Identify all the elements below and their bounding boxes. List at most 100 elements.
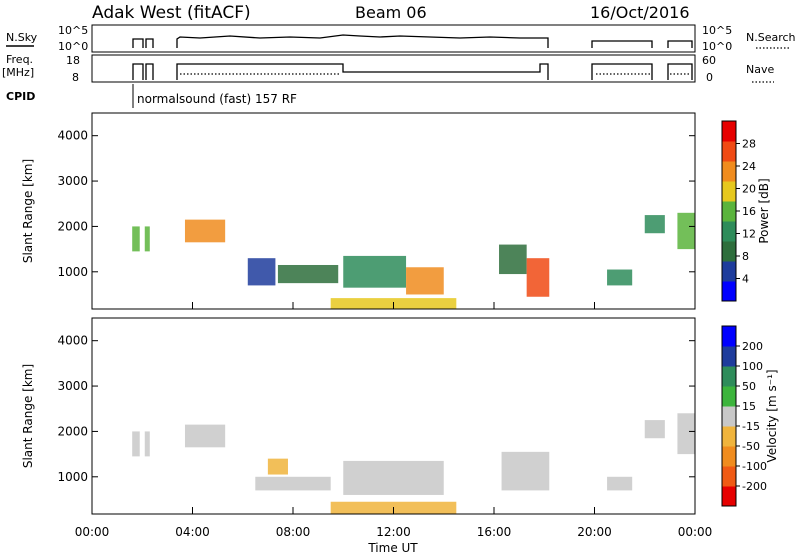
colorbar-swatch-2 [722,446,736,467]
colorbar-tick-label-4: 15 [742,400,756,413]
nsearch-label: N.Search [746,31,796,44]
heatmap-region-1 [144,226,150,252]
colorbar-swatch-5 [722,181,736,202]
heatmap-region-8 [607,476,633,491]
colorbar-swatch-3 [722,426,736,447]
colorbar-swatch-1 [722,261,736,282]
x-tick-label-5: 20:00 [577,525,612,539]
cpid-annotation: normalsound (fast) 157 RF [137,92,297,106]
nsky-trace [132,34,693,48]
colorbar-frame [721,325,737,507]
y-tick-label-0: 1000 [57,470,88,484]
nave-label: Nave [746,63,774,76]
velocity-y-ticks: 1000 2000 3000 4000 [57,334,695,484]
colorbar-tick-label-5: 24 [742,160,756,173]
freq-label-1: Freq. [6,53,33,66]
power-ylabel: Slant Range [km] [21,159,35,263]
heatmap-region-4 [277,264,339,284]
nsearch-tick-bottom: 10^0 [702,40,732,53]
heatmap-region-1 [144,431,150,457]
x-axis-label: Time UT [367,541,418,554]
colorbar-swatch-4 [722,406,736,427]
power-cells [132,212,695,309]
nave-tick-bottom: 0 [706,71,713,84]
heatmap-region-7 [501,451,550,491]
colorbar-swatch-7 [722,346,736,367]
x-tick-label-1: 04:00 [175,525,210,539]
power-colorbar-label: Power [dB] [757,178,771,243]
power-panel: 1000 2000 3000 4000 Slant Range [km] 4 8 12 16… [21,112,771,310]
heatmap-region-10 [677,413,695,455]
power-y-ticks: 1000 2000 3000 4000 [57,129,695,279]
y-tick-label-1: 2000 [57,219,88,233]
colorbar-swatch-6 [722,366,736,387]
heatmap-region-2 [184,424,226,448]
freq-tick-bottom: 8 [72,71,79,84]
colorbar-swatch-0 [722,486,736,507]
heatmap-region-8 [526,258,550,297]
colorbar-tick-label-1: 8 [742,250,749,263]
x-tick-label-4: 16:00 [477,525,512,539]
heatmap-region-5 [343,460,444,495]
heatmap-region-11 [644,215,665,234]
colorbar-tick-label-7: 200 [742,340,763,353]
colorbar-swatch-8 [722,121,736,142]
colorbar-tick-label-2: -50 [742,440,760,453]
heatmap-region-0 [132,226,140,252]
y-tick-label-3: 4000 [57,334,88,348]
heatmap-region-2 [184,219,226,243]
velocity-cells [132,413,695,514]
heatmap-region-3 [247,258,276,286]
y-tick-label-2: 3000 [57,379,88,393]
station-title: Adak West (fitACF) [92,3,251,23]
heatmap-region-9 [644,420,665,439]
heatmap-region-7 [499,244,527,275]
x-tick-label-3: 12:00 [376,525,411,539]
heatmap-region-10 [607,269,633,286]
power-colorbar: 4 8 12 16 20 24 28 [721,120,756,302]
colorbar-tick-label-4: 20 [742,183,756,196]
x-tick-label-6: 00:00 [678,525,713,539]
colorbar-swatch-4 [722,201,736,222]
velocity-colorbar-label: Velocity [m s⁻¹] [765,369,779,462]
heatmap-region-6 [406,267,444,295]
colorbar-tick-label-5: 50 [742,380,756,393]
y-tick-label-2: 3000 [57,174,88,188]
freq-tick-top: 18 [66,54,80,67]
x-tick-label-0: 00:00 [75,525,110,539]
nsky-frame [91,24,696,53]
heatmap-region-3 [267,458,288,475]
velocity-ylabel: Slant Range [km] [21,364,35,468]
colorbar-tick-label-6: 28 [742,138,756,151]
colorbar-tick-label-0: 4 [742,273,749,286]
freq-frame [91,54,696,83]
cpid-label: CPID [6,90,35,103]
x-tick-label-2: 08:00 [276,525,311,539]
date-title: 16/Oct/2016 [590,3,690,22]
y-tick-label-0: 1000 [57,265,88,279]
x-axis: 00:00 04:00 08:00 12:00 16:00 20:00 00:00 [75,302,713,539]
nsky-strip: N.Sky 10^5 10^0 10^5 10^0 N.Search [6,24,796,53]
freq-strip: Freq. [MHz] 18 8 60 0 Nave [2,53,774,84]
nsky-tick-top: 10^5 [58,24,88,37]
velocity-colorbar: -200 -100 -50 -15 15 50 100 200 [721,325,767,507]
colorbar-tick-label-3: 16 [742,205,756,218]
colorbar-swatch-8 [722,326,736,347]
beam-title: Beam 06 [355,3,427,22]
freq-label-2: [MHz] [2,66,34,79]
nsky-tick-bottom: 10^0 [58,40,88,53]
colorbar-swatch-6 [722,161,736,182]
y-tick-label-3: 4000 [57,129,88,143]
heatmap-region-5 [343,255,407,288]
nsky-label: N.Sky [6,31,38,44]
heatmap-region-12 [677,212,695,250]
colorbar-swatch-2 [722,241,736,262]
heatmap-region-4 [255,476,331,491]
colorbar-swatch-7 [722,141,736,162]
colorbar-tick-label-6: 100 [742,360,763,373]
y-tick-label-1: 2000 [57,424,88,438]
colorbar-swatch-3 [722,221,736,242]
nave-tick-top: 60 [702,54,716,67]
colorbar-swatch-1 [722,466,736,487]
